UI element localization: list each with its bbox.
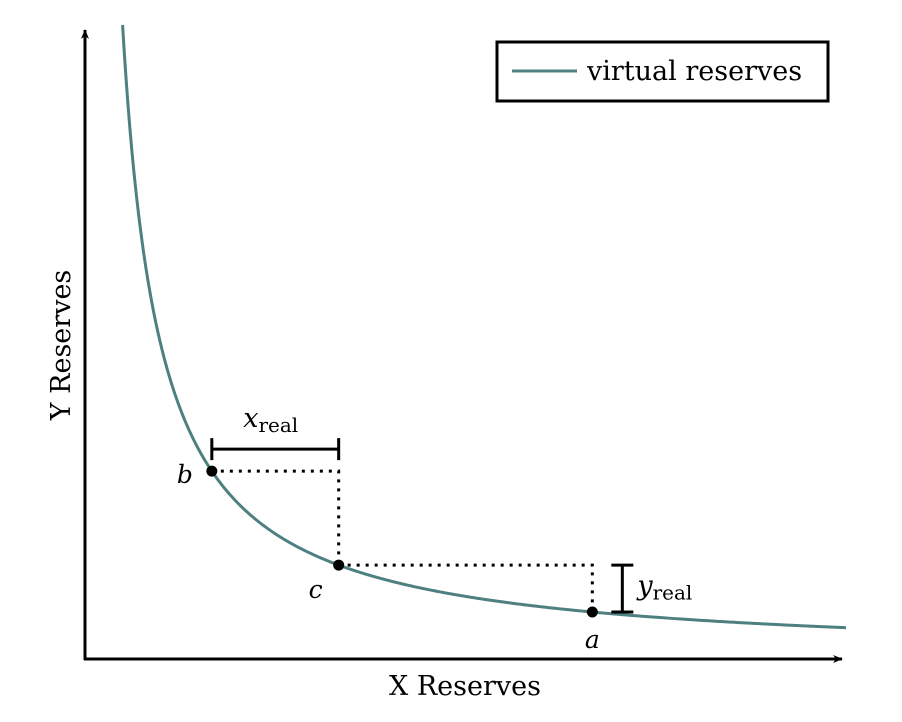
- x-real-label-subscript: real: [258, 413, 298, 437]
- x-axis-title: X Reserves: [389, 671, 541, 702]
- y-real-bracket: [611, 563, 634, 614]
- point-c: [333, 559, 345, 571]
- legend: virtual reserves: [495, 40, 830, 103]
- legend-label: virtual reserves: [586, 56, 802, 87]
- x-real-bracket: [210, 438, 341, 461]
- dotted-guide-c-a: [338, 563, 594, 613]
- point-label-b: b: [177, 460, 193, 489]
- y-axis-title: Y Reserves: [46, 270, 77, 422]
- x-real-label-symbol: x: [243, 403, 258, 434]
- x-real-label: xreal: [243, 403, 298, 437]
- y-real-label-symbol: y: [636, 571, 653, 602]
- point-label-c: c: [309, 575, 323, 604]
- y-real-label-subscript: real: [653, 581, 693, 605]
- y-real-label: yreal: [636, 571, 692, 605]
- point-a: [586, 606, 598, 618]
- point-label-a: a: [585, 625, 600, 654]
- point-b: [206, 465, 218, 477]
- dotted-guide-b-c: [211, 469, 341, 566]
- virtual-reserves-curve: [121, 24, 847, 630]
